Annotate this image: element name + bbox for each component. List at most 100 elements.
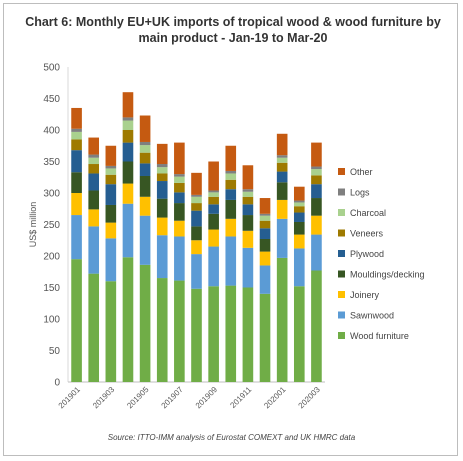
x-tick-label: 201905 xyxy=(125,385,151,411)
bar-segment-logs xyxy=(139,141,151,146)
bar-segment-veneers xyxy=(156,173,168,182)
bar-segment-plywood xyxy=(122,142,134,162)
bar-segment-mouldings-decking xyxy=(105,204,117,223)
bar-segment-joinery xyxy=(311,215,322,235)
bar-segment-charcoal xyxy=(122,120,134,130)
bar-segment-joinery xyxy=(293,234,305,249)
bar-segment-joinery xyxy=(242,230,254,248)
y-tick-label: 100 xyxy=(43,315,60,326)
bar-segment-veneers xyxy=(174,182,185,193)
x-tick-label: 201907 xyxy=(160,385,186,411)
legend-swatch xyxy=(338,270,345,278)
bar-segment-other xyxy=(208,161,219,191)
bar-segment-logs xyxy=(174,174,185,177)
bar-segment-other xyxy=(122,92,134,118)
bar-segment-wood-furniture xyxy=(88,273,100,382)
chart-title: Chart 6: Monthly EU+UK imports of tropic… xyxy=(25,15,441,45)
bar-segment-sawnwood xyxy=(225,236,237,286)
bar-segment-joinery xyxy=(276,199,288,219)
y-tick-label: 450 xyxy=(43,94,60,105)
bar-segment-charcoal xyxy=(191,196,202,204)
bar-segment-wood-furniture xyxy=(276,257,288,382)
source-note: Source: ITTO-IMM analysis of Eurostat CO… xyxy=(107,433,356,442)
bar-segment-plywood xyxy=(88,173,100,191)
bar-segment-sawnwood xyxy=(311,234,322,271)
bar-segment-plywood xyxy=(259,228,271,239)
bar-segment-logs xyxy=(259,213,271,216)
x-tick-label: 201911 xyxy=(228,385,253,410)
legend-swatch xyxy=(338,332,345,339)
bar-segment-wood-furniture xyxy=(71,259,82,382)
bar-segment-veneers xyxy=(276,162,288,172)
bar-segment-plywood xyxy=(311,184,322,199)
x-tick-label: 201903 xyxy=(91,385,117,411)
bar-segment-other xyxy=(105,145,117,166)
bar-segment-veneers xyxy=(105,174,117,185)
bar-segment-wood-furniture xyxy=(242,287,254,382)
y-tick-label: 50 xyxy=(49,346,61,357)
bar-segment-sawnwood xyxy=(122,203,134,258)
legend-label: Other xyxy=(350,167,373,177)
bar-segment-joinery xyxy=(191,240,202,255)
bar-segment-logs xyxy=(208,190,219,193)
legend-swatch xyxy=(338,209,345,216)
y-tick-label: 250 xyxy=(43,220,60,231)
legend-label: Charcoal xyxy=(350,208,386,218)
bar-segment-veneers xyxy=(293,206,305,213)
y-tick-label: 500 xyxy=(43,63,60,74)
bar-segment-wood-furniture xyxy=(259,293,271,382)
bar-segment-wood-furniture xyxy=(225,285,237,382)
bar-segment-joinery xyxy=(139,196,151,216)
bar-segment-logs xyxy=(71,128,82,132)
bar-segment-charcoal xyxy=(259,215,271,221)
bar-segment-other xyxy=(71,107,82,129)
bar-segment-logs xyxy=(293,200,305,203)
chart-frame xyxy=(3,3,458,456)
bar-segment-charcoal xyxy=(71,131,82,140)
bar-segment-logs xyxy=(242,189,254,192)
bar-segment-other xyxy=(156,143,168,165)
bar-segment-sawnwood xyxy=(242,247,254,288)
bar-segment-mouldings-decking xyxy=(139,175,151,197)
bar-segment-plywood xyxy=(174,192,185,204)
legend-swatch xyxy=(338,311,345,319)
bar-segment-wood-furniture xyxy=(105,281,117,382)
bar-segment-sawnwood xyxy=(293,248,305,287)
bar-segment-joinery xyxy=(208,229,219,247)
bar-segment-plywood xyxy=(276,171,288,183)
bar-segment-plywood xyxy=(191,210,202,227)
bar-segment-mouldings-decking xyxy=(311,198,322,216)
bar-segment-other xyxy=(311,142,322,167)
legend-label: Plywood xyxy=(350,249,384,259)
bar-segment-charcoal xyxy=(174,176,185,183)
bar-segment-veneers xyxy=(122,130,134,143)
bar-segment-other xyxy=(259,198,271,214)
bar-segment-logs xyxy=(88,154,100,158)
bar-segment-joinery xyxy=(105,222,117,239)
bar-segment-charcoal xyxy=(139,145,151,153)
bar-segment-wood-furniture xyxy=(311,270,322,382)
bar-segment-charcoal xyxy=(208,192,219,197)
bar-segment-other xyxy=(88,137,100,155)
bar-segment-mouldings-decking xyxy=(122,161,134,184)
bar-segment-logs xyxy=(276,155,288,158)
bar-segment-mouldings-decking xyxy=(276,182,288,200)
bar-segment-other xyxy=(139,115,151,142)
bar-segment-logs xyxy=(225,170,237,174)
y-tick-label: 200 xyxy=(43,252,60,263)
bar-segment-mouldings-decking xyxy=(242,215,254,231)
bar-segment-veneers xyxy=(71,139,82,151)
y-tick-label: 150 xyxy=(43,283,60,294)
bar-segment-other xyxy=(225,145,237,171)
x-tick-label: 201901 xyxy=(57,385,83,411)
x-tick-label: 202003 xyxy=(297,385,323,411)
legend-label: Veneers xyxy=(350,229,384,239)
bar-segment-veneers xyxy=(88,164,100,174)
bar-segment-wood-furniture xyxy=(139,264,151,382)
bar-segment-wood-furniture xyxy=(191,288,202,382)
bar-segment-plywood xyxy=(242,204,254,216)
bar-segment-plywood xyxy=(208,204,219,214)
bar-segment-charcoal xyxy=(276,157,288,163)
legend-label: Wood furniture xyxy=(350,331,409,341)
